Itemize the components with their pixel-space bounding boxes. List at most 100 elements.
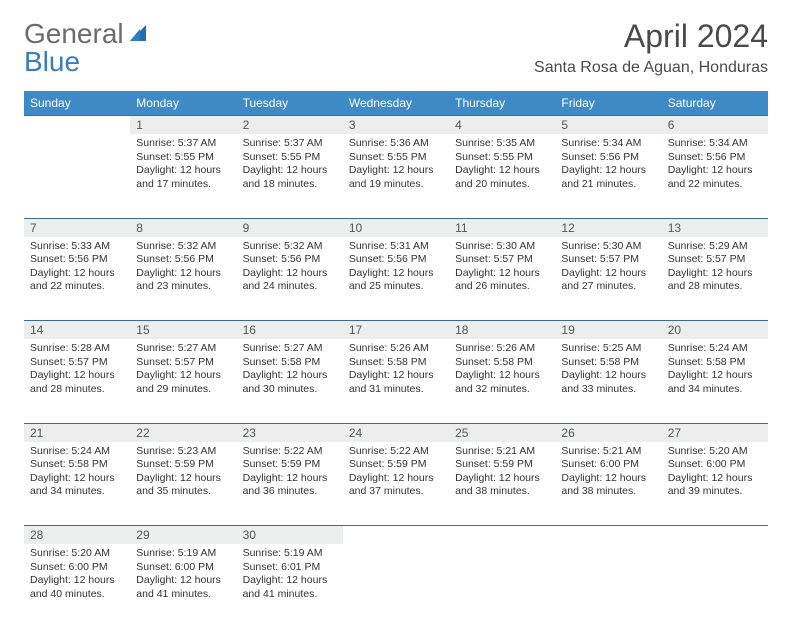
day2-line: and 38 minutes. bbox=[455, 485, 549, 499]
sunset-line: Sunset: 5:59 PM bbox=[349, 458, 443, 472]
day1-line: Daylight: 12 hours bbox=[243, 472, 337, 486]
day-cell: Sunrise: 5:19 AMSunset: 6:00 PMDaylight:… bbox=[130, 544, 236, 628]
sunrise-line: Sunrise: 5:20 AM bbox=[668, 445, 762, 459]
day1-line: Daylight: 12 hours bbox=[668, 164, 762, 178]
day-details: Sunrise: 5:30 AMSunset: 5:57 PMDaylight:… bbox=[561, 240, 655, 295]
sunset-line: Sunset: 5:58 PM bbox=[455, 356, 549, 370]
day-number: 13 bbox=[668, 221, 681, 235]
weekday-header: Thursday bbox=[449, 91, 555, 116]
day2-line: and 18 minutes. bbox=[243, 178, 337, 192]
page-header: General April 2024 Santa Rosa de Aguan, … bbox=[24, 18, 768, 77]
day-cell bbox=[449, 544, 555, 628]
day-cell: Sunrise: 5:33 AMSunset: 5:56 PMDaylight:… bbox=[24, 237, 130, 321]
day-number-cell: 18 bbox=[449, 321, 555, 340]
day2-line: and 27 minutes. bbox=[561, 280, 655, 294]
day-cell: Sunrise: 5:21 AMSunset: 5:59 PMDaylight:… bbox=[449, 442, 555, 526]
day2-line: and 30 minutes. bbox=[243, 383, 337, 397]
weekday-header: Monday bbox=[130, 91, 236, 116]
day-cell: Sunrise: 5:20 AMSunset: 6:00 PMDaylight:… bbox=[662, 442, 768, 526]
day2-line: and 24 minutes. bbox=[243, 280, 337, 294]
day-number: 25 bbox=[455, 426, 468, 440]
day1-line: Daylight: 12 hours bbox=[455, 369, 549, 383]
day-cell: Sunrise: 5:37 AMSunset: 5:55 PMDaylight:… bbox=[130, 134, 236, 218]
day-details: Sunrise: 5:32 AMSunset: 5:56 PMDaylight:… bbox=[243, 240, 337, 295]
day-number-cell: 15 bbox=[130, 321, 236, 340]
sunrise-line: Sunrise: 5:32 AM bbox=[136, 240, 230, 254]
day-number: 12 bbox=[561, 221, 574, 235]
day-details: Sunrise: 5:28 AMSunset: 5:57 PMDaylight:… bbox=[30, 342, 124, 397]
day-number-cell: 12 bbox=[555, 218, 661, 237]
day-details: Sunrise: 5:35 AMSunset: 5:55 PMDaylight:… bbox=[455, 137, 549, 192]
daynum-row: 14151617181920 bbox=[24, 321, 768, 340]
day2-line: and 38 minutes. bbox=[561, 485, 655, 499]
sunset-line: Sunset: 5:56 PM bbox=[30, 253, 124, 267]
sunset-line: Sunset: 5:56 PM bbox=[136, 253, 230, 267]
sunset-line: Sunset: 5:58 PM bbox=[349, 356, 443, 370]
month-title: April 2024 bbox=[534, 18, 768, 55]
day-number: 24 bbox=[349, 426, 362, 440]
day-number-cell: 14 bbox=[24, 321, 130, 340]
sunrise-line: Sunrise: 5:31 AM bbox=[349, 240, 443, 254]
sunrise-line: Sunrise: 5:37 AM bbox=[243, 137, 337, 151]
day-details: Sunrise: 5:34 AMSunset: 5:56 PMDaylight:… bbox=[668, 137, 762, 192]
day-cell bbox=[24, 134, 130, 218]
day-number-cell: 6 bbox=[662, 116, 768, 135]
day-cell: Sunrise: 5:19 AMSunset: 6:01 PMDaylight:… bbox=[237, 544, 343, 628]
weekday-header: Saturday bbox=[662, 91, 768, 116]
day-cell: Sunrise: 5:36 AMSunset: 5:55 PMDaylight:… bbox=[343, 134, 449, 218]
day-number: 30 bbox=[243, 528, 256, 542]
sunrise-line: Sunrise: 5:34 AM bbox=[668, 137, 762, 151]
day-details: Sunrise: 5:37 AMSunset: 5:55 PMDaylight:… bbox=[243, 137, 337, 192]
day-cell bbox=[555, 544, 661, 628]
day-cell: Sunrise: 5:30 AMSunset: 5:57 PMDaylight:… bbox=[449, 237, 555, 321]
day-number-cell: 13 bbox=[662, 218, 768, 237]
sunset-line: Sunset: 5:55 PM bbox=[243, 151, 337, 165]
day-number-cell: 4 bbox=[449, 116, 555, 135]
weekday-header: Tuesday bbox=[237, 91, 343, 116]
day2-line: and 26 minutes. bbox=[455, 280, 549, 294]
sunrise-line: Sunrise: 5:25 AM bbox=[561, 342, 655, 356]
day-cell: Sunrise: 5:32 AMSunset: 5:56 PMDaylight:… bbox=[130, 237, 236, 321]
sunset-line: Sunset: 5:59 PM bbox=[243, 458, 337, 472]
day-cell: Sunrise: 5:26 AMSunset: 5:58 PMDaylight:… bbox=[449, 339, 555, 423]
day-number-cell: 17 bbox=[343, 321, 449, 340]
day1-line: Daylight: 12 hours bbox=[349, 472, 443, 486]
day-number-cell bbox=[555, 526, 661, 545]
sunrise-line: Sunrise: 5:21 AM bbox=[455, 445, 549, 459]
day-cell: Sunrise: 5:37 AMSunset: 5:55 PMDaylight:… bbox=[237, 134, 343, 218]
sunrise-line: Sunrise: 5:26 AM bbox=[349, 342, 443, 356]
sunset-line: Sunset: 5:58 PM bbox=[561, 356, 655, 370]
day2-line: and 22 minutes. bbox=[30, 280, 124, 294]
day1-line: Daylight: 12 hours bbox=[668, 369, 762, 383]
location-subtitle: Santa Rosa de Aguan, Honduras bbox=[534, 59, 768, 77]
day-details: Sunrise: 5:24 AMSunset: 5:58 PMDaylight:… bbox=[668, 342, 762, 397]
sunrise-line: Sunrise: 5:20 AM bbox=[30, 547, 124, 561]
day1-line: Daylight: 12 hours bbox=[455, 472, 549, 486]
day2-line: and 17 minutes. bbox=[136, 178, 230, 192]
day2-line: and 41 minutes. bbox=[136, 588, 230, 602]
day-number-cell: 9 bbox=[237, 218, 343, 237]
day-number: 23 bbox=[243, 426, 256, 440]
sunrise-line: Sunrise: 5:28 AM bbox=[30, 342, 124, 356]
day-number: 17 bbox=[349, 323, 362, 337]
day-cell: Sunrise: 5:23 AMSunset: 5:59 PMDaylight:… bbox=[130, 442, 236, 526]
day-cell: Sunrise: 5:25 AMSunset: 5:58 PMDaylight:… bbox=[555, 339, 661, 423]
day-number-cell: 19 bbox=[555, 321, 661, 340]
day2-line: and 41 minutes. bbox=[243, 588, 337, 602]
sunrise-line: Sunrise: 5:35 AM bbox=[455, 137, 549, 151]
day-details: Sunrise: 5:27 AMSunset: 5:58 PMDaylight:… bbox=[243, 342, 337, 397]
sunset-line: Sunset: 5:56 PM bbox=[668, 151, 762, 165]
day-details: Sunrise: 5:20 AMSunset: 6:00 PMDaylight:… bbox=[668, 445, 762, 500]
day2-line: and 21 minutes. bbox=[561, 178, 655, 192]
day-cell: Sunrise: 5:34 AMSunset: 5:56 PMDaylight:… bbox=[555, 134, 661, 218]
day1-line: Daylight: 12 hours bbox=[243, 267, 337, 281]
day-number: 26 bbox=[561, 426, 574, 440]
sunrise-line: Sunrise: 5:19 AM bbox=[136, 547, 230, 561]
day-details: Sunrise: 5:22 AMSunset: 5:59 PMDaylight:… bbox=[243, 445, 337, 500]
sunset-line: Sunset: 5:57 PM bbox=[455, 253, 549, 267]
day-details: Sunrise: 5:27 AMSunset: 5:57 PMDaylight:… bbox=[136, 342, 230, 397]
day-cell: Sunrise: 5:30 AMSunset: 5:57 PMDaylight:… bbox=[555, 237, 661, 321]
day-number: 28 bbox=[30, 528, 43, 542]
sunrise-line: Sunrise: 5:26 AM bbox=[455, 342, 549, 356]
day-number: 3 bbox=[349, 118, 356, 132]
